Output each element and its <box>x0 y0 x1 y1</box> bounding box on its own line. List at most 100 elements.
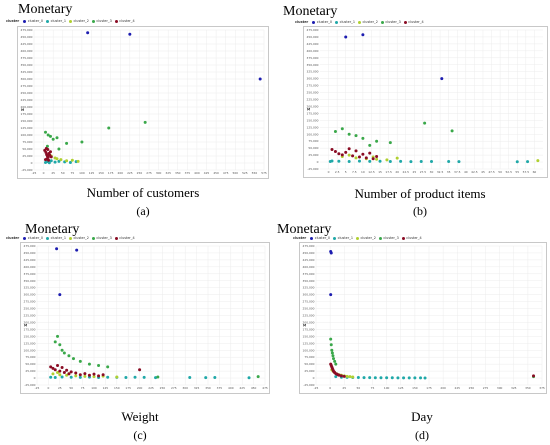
x-tick-label: 25 <box>413 170 417 174</box>
y-tick-label: 150,000 <box>303 334 315 338</box>
y-tick-label: 275,000 <box>21 84 33 88</box>
data-point-cluster-1 <box>419 376 423 380</box>
data-point-cluster-1 <box>133 375 137 379</box>
data-point-cluster-3 <box>87 362 91 366</box>
data-point-cluster-2 <box>351 375 355 379</box>
legend-label: cluster_0 <box>27 236 44 240</box>
legend-label: cluster_1 <box>337 236 353 240</box>
x-tick-label: 250 <box>160 386 166 390</box>
legend-item: cluster_2 <box>68 236 89 240</box>
data-point-cluster-0 <box>55 247 59 251</box>
x-tick-label: 350 <box>175 171 181 175</box>
data-point-cluster-1 <box>402 376 406 380</box>
x-tick-label: 300 <box>497 386 503 390</box>
scatter-plot: -25,000 0 25,000 50,000 75,000 100,000 125,000… <box>24 244 268 390</box>
data-point-cluster-4 <box>532 374 536 378</box>
data-point-cluster-1 <box>396 376 400 380</box>
data-point-cluster-4 <box>368 151 372 155</box>
data-point-cluster-1 <box>526 160 530 164</box>
x-tick-label: 125 <box>89 171 95 175</box>
data-point-cluster-3 <box>334 362 338 366</box>
data-point-cluster-3 <box>56 334 60 338</box>
y-tick-label: 475,000 <box>24 244 36 248</box>
legend-swatch <box>91 236 95 240</box>
legend-label: cluster_1 <box>339 20 355 24</box>
data-point-cluster-1 <box>49 159 53 163</box>
legend-label: cluster_4 <box>119 236 135 240</box>
y-tick-label: 375,000 <box>21 56 33 60</box>
x-tick-label: -25 <box>35 386 40 390</box>
data-point-cluster-4 <box>364 156 368 160</box>
data-point-cluster-1 <box>337 159 341 163</box>
data-point-cluster-4 <box>337 373 341 377</box>
x-tick-label: 32.5 <box>437 170 444 174</box>
y-tick-label: 425,000 <box>307 42 319 46</box>
x-tick-label: 0 <box>47 386 49 390</box>
y-tick-label: 100,000 <box>21 133 33 137</box>
x-tick-label: 350 <box>205 386 211 390</box>
data-point-cluster-3 <box>71 357 75 361</box>
data-point-cluster-0 <box>329 251 333 255</box>
x-tick-label: 200 <box>440 386 446 390</box>
y-tick-label: 225,000 <box>21 98 33 102</box>
data-point-cluster-2 <box>536 159 540 163</box>
x-axis-title: Number of customers <box>86 185 200 200</box>
legend-swatch <box>114 236 118 240</box>
scatter-plot: -25,000 0 25,000 50,000 75,000 100,000 125,000… <box>21 28 267 175</box>
y-tick-label: 250,000 <box>24 307 36 311</box>
x-tick-label: 2.5 <box>335 170 340 174</box>
data-point-cluster-0 <box>58 293 62 297</box>
legend-item: cluster_0 <box>312 20 332 24</box>
data-point-cluster-4 <box>56 364 60 368</box>
y-tick-label: 225,000 <box>307 98 319 102</box>
data-point-cluster-1 <box>334 375 338 379</box>
panel-c: Monetary cluster cluster_0 cluster_1 cluste… <box>0 222 275 444</box>
data-point-cluster-4 <box>47 158 51 162</box>
data-point-cluster-1 <box>53 375 57 379</box>
x-tick-label: 30 <box>430 170 434 174</box>
data-point-cluster-1 <box>368 376 372 380</box>
data-point-cluster-4 <box>53 368 57 372</box>
data-point-cluster-4 <box>48 150 52 154</box>
data-point-cluster-3 <box>65 141 69 145</box>
data-point-cluster-0 <box>128 32 132 36</box>
legend-item: cluster_3 <box>91 236 112 240</box>
data-point-cluster-4 <box>101 373 105 377</box>
data-point-cluster-4 <box>74 371 78 375</box>
data-point-cluster-4 <box>342 374 346 378</box>
x-tick-label: 25 <box>51 171 55 175</box>
legend-label: cluster_2 <box>362 20 378 24</box>
legend-label: cluster_1 <box>50 19 66 23</box>
legend-item: cluster_3 <box>378 236 399 240</box>
y-tick-label: -25,000 <box>307 167 318 171</box>
x-axis-title: Number of product items <box>354 186 486 201</box>
data-point-cluster-3 <box>58 343 62 347</box>
data-point-cluster-1 <box>413 376 417 380</box>
data-point-cluster-4 <box>49 365 53 369</box>
data-point-cluster-4 <box>344 150 348 154</box>
data-point-cluster-1 <box>409 160 413 164</box>
data-point-cluster-1 <box>328 159 332 163</box>
x-tick-label: 20 <box>395 170 399 174</box>
data-point-cluster-1 <box>357 159 361 163</box>
x-tick-label: 150 <box>98 171 104 175</box>
legend-swatch <box>312 20 316 24</box>
x-tick-label: 12.5 <box>368 170 375 174</box>
y-tick-label: 0 <box>313 376 315 380</box>
y-tick-label: 75,000 <box>25 355 35 359</box>
data-point-cluster-3 <box>78 359 82 363</box>
legend-swatch <box>23 19 27 23</box>
y-axis-marker: M <box>307 108 310 112</box>
x-tick-label: 75 <box>81 386 85 390</box>
legend-item: cluster_1 <box>335 20 355 24</box>
data-point-cluster-3 <box>368 143 372 147</box>
x-tick-label: 25 <box>342 386 346 390</box>
y-tick-label: 475,000 <box>21 28 33 32</box>
x-tick-label: 37.5 <box>454 170 461 174</box>
x-axis-title: Day <box>411 409 433 424</box>
data-point-cluster-1 <box>515 160 519 164</box>
plot-frame: -25,000 0 25,000 50,000 75,000 100,000 125,000… <box>17 26 269 179</box>
scatter-plot: -25,000 0 25,000 50,000 75,000 100,000 125,000… <box>307 28 543 174</box>
y-tick-label: 350,000 <box>303 279 315 283</box>
data-point-cluster-1 <box>368 159 372 163</box>
